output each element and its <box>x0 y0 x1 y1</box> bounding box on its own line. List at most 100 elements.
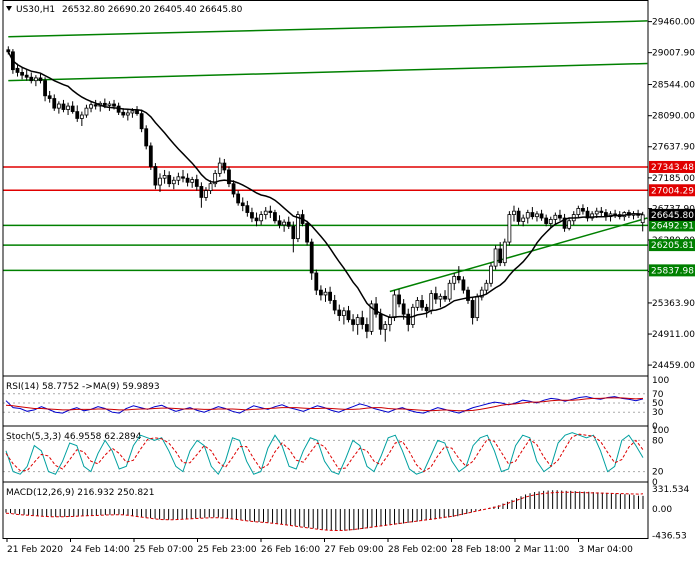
candle-body <box>590 213 595 219</box>
candle-body <box>525 212 530 219</box>
trend-line <box>8 20 648 38</box>
candle-body <box>493 248 498 267</box>
stoch-y-tick-label: 80 <box>652 436 664 446</box>
candle-body <box>466 289 470 301</box>
macd-panel[interactable]: MACD(12,26,9) 216.932 250.821 331.534 0.00… <box>5 485 689 541</box>
candle-body <box>52 98 57 109</box>
candle-body <box>424 306 429 312</box>
candle-body <box>351 319 355 325</box>
candle-body <box>433 293 438 300</box>
candle-body <box>282 221 287 226</box>
candle-body <box>489 265 493 284</box>
main-y-tick-label: 28090.00 <box>652 112 695 122</box>
candle-body <box>263 210 268 215</box>
trend-line <box>8 62 648 82</box>
candle-body <box>43 80 47 97</box>
candle-body <box>213 172 218 185</box>
macd-y-tick-label: 0.00 <box>652 505 672 515</box>
candle-body <box>479 289 484 298</box>
candle-body <box>516 210 521 222</box>
time-tick-label: 28 Feb 02:00 <box>388 545 447 555</box>
main-y-tick-label: 24911.00 <box>652 330 695 340</box>
candle-body <box>116 105 121 113</box>
candle-body <box>461 279 466 291</box>
stoch-y-tick-label: 20 <box>652 468 664 478</box>
candle-body <box>332 300 337 311</box>
candle-body <box>176 176 181 181</box>
main-price-panel[interactable]: 29460.00 29007.90 28544.00 28090.00 27637.90… <box>3 5 695 377</box>
candle-body <box>539 213 544 219</box>
candle-body <box>33 77 38 82</box>
time-axis: 21 Feb 2020 24 Feb 14:00 25 Feb 07:00 25 Fe… <box>6 538 634 555</box>
candle-body <box>79 114 84 119</box>
candle-body <box>594 210 599 215</box>
time-tick-label: 3 Mar 04:00 <box>579 545 634 555</box>
current-price-tag <box>649 208 695 221</box>
horizontal-level-label: 26205.81 <box>651 241 694 251</box>
candle-body <box>429 293 434 312</box>
horizontal-level-tag <box>649 264 695 277</box>
candle-body <box>544 217 549 224</box>
candle-body <box>250 212 254 219</box>
main-y-tick-label: 29460.00 <box>652 18 695 28</box>
candle-body <box>502 241 507 264</box>
main-y-tick-label: 27185.00 <box>652 174 695 184</box>
rsi-y-tick-label: 0 <box>652 422 658 432</box>
candle-body <box>576 208 581 215</box>
time-tick-label: 21 Feb 2020 <box>7 545 63 555</box>
rsi-y-tick-label: 50 <box>652 399 664 409</box>
candle-body <box>259 214 264 222</box>
candle-body <box>204 190 208 198</box>
candle-body <box>6 49 11 53</box>
candle-body <box>130 110 135 114</box>
horizontal-level-tag <box>649 160 695 173</box>
candle-body <box>567 220 572 229</box>
rsi-title: RSI(14) 58.7752 ->MA(9) 59.9893 <box>6 382 160 392</box>
candle-body <box>369 303 374 332</box>
candle-body <box>66 105 70 110</box>
main-y-tick-label: 25363.90 <box>652 299 695 309</box>
candle-body <box>158 177 162 186</box>
horizontal-level-label: 25837.98 <box>651 266 694 276</box>
candle-body <box>378 313 383 330</box>
candle-body <box>199 186 204 198</box>
candle-body <box>185 177 190 183</box>
candle-body <box>470 300 475 319</box>
candle-body <box>401 303 406 315</box>
candle-body <box>268 210 273 213</box>
candle-body <box>364 324 369 332</box>
time-tick-label: 25 Feb 23:00 <box>198 545 257 555</box>
rsi-series-line <box>5 396 644 414</box>
candle-body <box>548 219 553 224</box>
main-y-tick-label: 27637.90 <box>652 143 695 153</box>
main-y-tick-label: 24459.00 <box>652 361 695 371</box>
candle-body <box>374 303 378 315</box>
candle-body <box>498 248 503 264</box>
horizontal-level-label: 27004.29 <box>651 186 694 196</box>
candle-body <box>305 223 310 243</box>
candle-body <box>208 183 213 191</box>
candle-body <box>277 220 282 226</box>
candle-body <box>286 221 291 227</box>
candle-body <box>581 208 585 212</box>
candle-body <box>144 128 149 147</box>
candle-body <box>562 217 567 229</box>
candle-body <box>558 214 562 219</box>
candle-body <box>323 291 328 296</box>
candle-body <box>245 205 250 213</box>
stoch-y-tick-label: 100 <box>652 426 669 436</box>
horizontal-level-tag <box>649 184 695 197</box>
symbol-dropdown-icon <box>6 6 12 11</box>
candle-body <box>153 166 158 186</box>
candle-body <box>392 294 397 319</box>
candle-body <box>309 241 314 274</box>
candle-body <box>530 212 535 218</box>
candle-body <box>273 212 277 222</box>
candle-body <box>240 202 245 207</box>
main-y-tick-label: 29007.90 <box>652 49 695 59</box>
candle-body <box>337 309 342 316</box>
candle-body <box>93 104 98 107</box>
